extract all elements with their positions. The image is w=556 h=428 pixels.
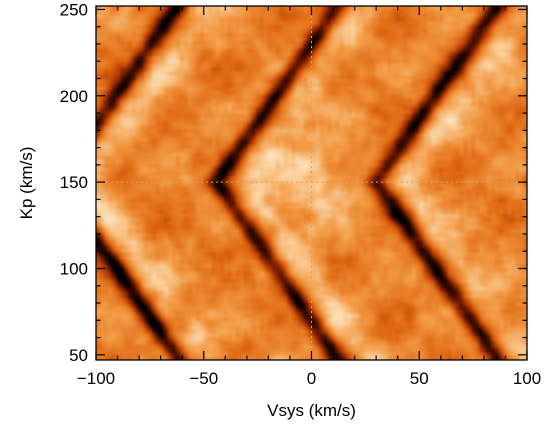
y-tick-label: 50	[69, 346, 88, 365]
x-tick-label: −100	[77, 369, 115, 388]
crosshair	[96, 6, 527, 360]
y-tick-label: 250	[60, 0, 88, 19]
y-tick-label: 150	[60, 173, 88, 192]
x-tick-label: 50	[410, 369, 429, 388]
x-tick-labels: −100 −50 0 50 100	[77, 369, 541, 388]
y-tick-label: 100	[60, 259, 88, 278]
x-axis-title: Vsys (km/s)	[267, 401, 356, 420]
y-axis-title: Kp (km/s)	[17, 147, 36, 220]
y-tick-label: 200	[60, 87, 88, 106]
x-tick-label: 0	[307, 369, 316, 388]
x-tick-label: −50	[189, 369, 218, 388]
y-tick-labels: 50 100 150 200 250	[60, 0, 88, 364]
x-tick-label: 100	[513, 369, 541, 388]
axis-ticks	[95, 6, 528, 360]
